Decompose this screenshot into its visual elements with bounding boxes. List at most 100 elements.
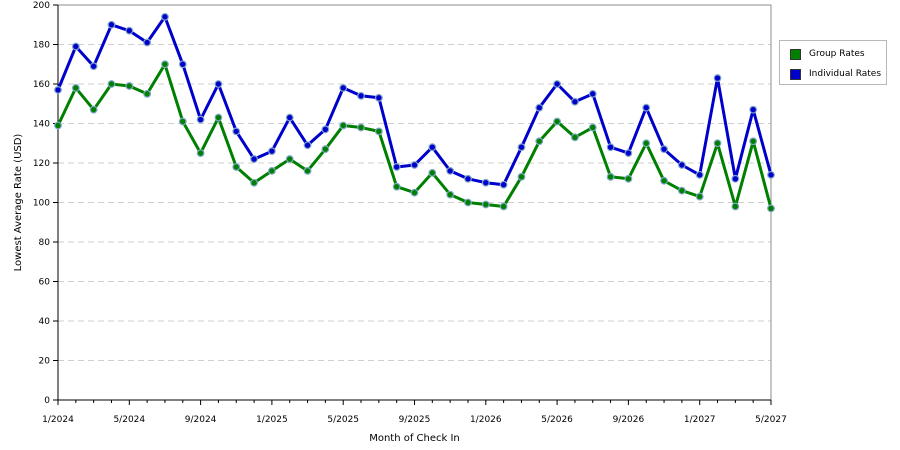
point-group-rates: [571, 133, 579, 142]
point-group-rates: [392, 182, 401, 191]
point-individual-rates: [428, 143, 437, 152]
point-individual-rates: [642, 103, 651, 112]
point-group-rates: [624, 174, 633, 183]
point-group-rates: [713, 139, 722, 148]
point-group-rates: [464, 198, 472, 207]
point-group-rates: [321, 145, 330, 154]
point-group-rates: [54, 121, 62, 130]
point-group-rates: [250, 178, 258, 187]
series-individual-rates: [54, 12, 775, 189]
x-tick-label: 1/2025: [256, 415, 288, 425]
point-individual-rates: [695, 170, 704, 179]
y-tick-label: 0: [44, 396, 50, 406]
series-lines: [54, 12, 775, 213]
y-tick-label: 20: [39, 357, 51, 367]
point-group-rates: [410, 188, 419, 197]
point-group-rates: [339, 121, 348, 130]
point-individual-rates: [250, 155, 258, 163]
point-group-rates: [89, 105, 98, 114]
point-group-rates: [660, 176, 668, 185]
y-axis-title: Lowest Average Rate (USD): [13, 134, 24, 272]
point-group-rates: [161, 60, 169, 69]
y-tick-label: 200: [33, 1, 50, 11]
y-tick-label: 100: [33, 199, 50, 209]
point-individual-rates: [357, 91, 365, 100]
point-individual-rates: [268, 147, 276, 156]
point-group-rates: [303, 166, 312, 175]
point-group-rates: [695, 192, 704, 201]
x-tick-label: 1/2027: [684, 415, 716, 425]
point-individual-rates: [303, 141, 312, 150]
point-individual-rates: [749, 105, 758, 114]
point-individual-rates: [107, 20, 116, 29]
point-individual-rates: [89, 62, 98, 71]
legend-swatch-individual: [790, 68, 801, 80]
point-group-rates: [143, 89, 152, 98]
x-axis-title: Month of Check In: [369, 433, 460, 444]
point-individual-rates: [410, 161, 419, 169]
gridlines: [58, 44, 771, 361]
point-individual-rates: [214, 80, 223, 88]
point-individual-rates: [624, 149, 633, 158]
point-individual-rates: [767, 170, 775, 179]
point-individual-rates: [54, 86, 62, 94]
line-group-rates: [56, 62, 773, 209]
point-group-rates: [196, 149, 205, 158]
point-group-rates: [268, 166, 276, 175]
point-individual-rates: [392, 163, 401, 171]
point-group-rates: [71, 84, 80, 92]
point-individual-rates: [571, 97, 579, 106]
point-individual-rates: [71, 42, 80, 51]
point-individual-rates: [178, 60, 187, 69]
x-tick-label: 5/2027: [755, 415, 787, 425]
point-group-rates: [232, 163, 241, 171]
point-individual-rates: [285, 113, 294, 122]
x-tick-label: 9/2025: [399, 415, 431, 425]
point-group-rates: [178, 117, 187, 126]
point-individual-rates: [553, 80, 561, 88]
legend-item-individual: Individual Rates: [790, 68, 881, 80]
y-tick-label: 180: [33, 41, 50, 51]
legend-label-individual: Individual Rates: [809, 69, 882, 79]
point-individual-rates: [660, 145, 668, 154]
point-individual-rates: [606, 143, 615, 152]
legend: Group Rates Individual Rates: [779, 40, 887, 85]
point-individual-rates: [517, 143, 526, 152]
y-tick-label: 160: [33, 80, 50, 90]
y-tick-label: 40: [39, 317, 51, 327]
point-group-rates: [606, 172, 615, 181]
x-tick-label: 9/2026: [613, 415, 645, 425]
legend-swatch-group: [790, 48, 801, 60]
point-individual-rates: [339, 84, 348, 92]
point-individual-rates: [535, 103, 544, 112]
point-individual-rates: [588, 89, 597, 98]
point-individual-rates: [446, 166, 455, 175]
point-group-rates: [285, 155, 294, 163]
point-individual-rates: [731, 174, 740, 183]
point-group-rates: [357, 123, 365, 132]
y-tick-label: 80: [39, 238, 51, 248]
y-tick-label: 60: [39, 278, 51, 288]
point-individual-rates: [481, 178, 490, 187]
point-group-rates: [588, 123, 597, 132]
point-group-rates: [749, 137, 758, 146]
line-individual-rates: [56, 15, 773, 187]
point-individual-rates: [677, 161, 686, 169]
point-group-rates: [553, 117, 561, 126]
point-group-rates: [481, 200, 490, 209]
point-group-rates: [535, 137, 544, 146]
y-tick-label: 120: [33, 159, 50, 169]
x-tick-label: 5/2024: [113, 415, 145, 425]
series-group-rates: [54, 60, 775, 213]
point-group-rates: [107, 80, 116, 88]
point-group-rates: [731, 202, 740, 211]
point-group-rates: [642, 139, 651, 148]
point-group-rates: [446, 190, 455, 199]
point-individual-rates: [374, 93, 383, 102]
point-individual-rates: [232, 127, 241, 136]
point-individual-rates: [125, 26, 134, 35]
point-group-rates: [677, 186, 686, 195]
legend-label-group: Group Rates: [809, 49, 865, 59]
legend-item-group: Group Rates: [790, 48, 865, 60]
